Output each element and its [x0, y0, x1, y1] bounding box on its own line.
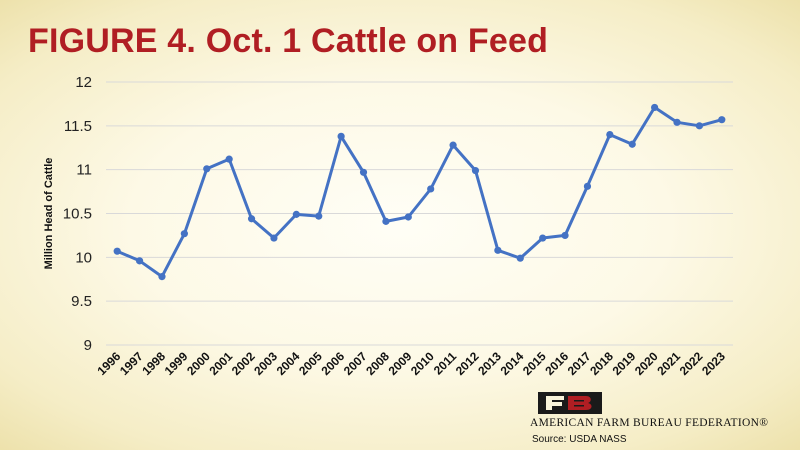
data-point [651, 103, 659, 112]
x-tick-label: 2012 [453, 349, 482, 378]
y-tick-label: 11 [76, 162, 92, 179]
x-axis-ticks: 1996199719981999200020012002200320042005… [95, 349, 729, 378]
x-tick-label: 2003 [251, 349, 280, 378]
gridlines [106, 81, 733, 346]
x-tick-label: 2020 [632, 349, 661, 378]
y-tick-label: 10 [75, 249, 92, 266]
fb-logo-icon [538, 392, 602, 414]
x-tick-label: 2013 [475, 349, 504, 378]
data-point [539, 234, 547, 242]
x-tick-label: 2017 [565, 349, 594, 378]
x-tick-label: 1996 [95, 349, 124, 378]
data-point [516, 254, 524, 262]
x-tick-label: 1997 [117, 349, 146, 378]
x-tick-label: 2021 [654, 349, 683, 378]
data-point [695, 122, 704, 130]
x-tick-label: 2001 [207, 349, 236, 378]
x-tick-label: 2014 [498, 349, 527, 378]
data-point [270, 234, 278, 242]
x-tick-label: 2006 [318, 349, 347, 378]
x-tick-label: 2007 [341, 349, 370, 378]
y-axis-ticks: 9 9.5 10 10.5 11 11.5 12 [63, 74, 92, 354]
data-point [180, 230, 188, 238]
y-tick-label: 12 [75, 74, 92, 91]
y-tick-label: 11.5 [64, 118, 92, 135]
data-point [583, 182, 592, 190]
data-point [606, 131, 614, 139]
x-tick-label: 2023 [699, 349, 728, 378]
x-tick-label: 2015 [520, 349, 549, 378]
x-tick-label: 1999 [162, 349, 191, 378]
series-line [115, 105, 724, 279]
y-tick-label: 9.5 [71, 293, 92, 310]
y-tick-label: 10.5 [63, 206, 92, 223]
x-tick-label: 2022 [677, 349, 706, 378]
x-tick-label: 2004 [274, 349, 303, 378]
y-tick-label: 9 [84, 337, 92, 354]
data-point [494, 246, 502, 254]
logo-text: AMERICAN FARM BUREAU FEDERATION® [530, 417, 769, 429]
data-point [359, 168, 368, 176]
x-tick-label: 2009 [386, 349, 415, 378]
data-point [673, 118, 681, 126]
y-axis-label: Million Head of Cattle [43, 158, 55, 270]
data-point [203, 165, 211, 173]
x-tick-label: 2008 [363, 349, 392, 378]
x-tick-label: 2016 [542, 349, 571, 378]
data-point [561, 231, 569, 240]
data-point [337, 132, 345, 140]
data-point [315, 212, 323, 220]
x-tick-label: 2005 [296, 349, 325, 378]
source-note: Source: USDA NASS [532, 434, 627, 445]
x-tick-label: 2002 [229, 349, 258, 378]
x-tick-label: 2010 [408, 349, 437, 378]
data-point [113, 247, 121, 255]
data-point [158, 273, 166, 281]
data-point [404, 213, 412, 221]
x-tick-label: 2019 [610, 349, 639, 378]
data-point [247, 215, 256, 223]
data-point [225, 155, 233, 163]
data-point [471, 166, 480, 175]
data-point [292, 210, 300, 218]
data-point [427, 185, 435, 193]
chart-title: FIGURE 4. Oct. 1 Cattle on Feed [28, 22, 549, 60]
x-tick-label: 2011 [431, 349, 460, 378]
x-tick-label: 2000 [184, 349, 213, 378]
data-point [628, 140, 636, 148]
data-point [382, 217, 390, 225]
x-tick-label: 1998 [139, 349, 168, 378]
data-point [449, 141, 457, 149]
series-group [113, 103, 726, 281]
data-point [135, 257, 144, 265]
data-point [718, 116, 726, 124]
x-tick-label: 2018 [587, 349, 616, 378]
